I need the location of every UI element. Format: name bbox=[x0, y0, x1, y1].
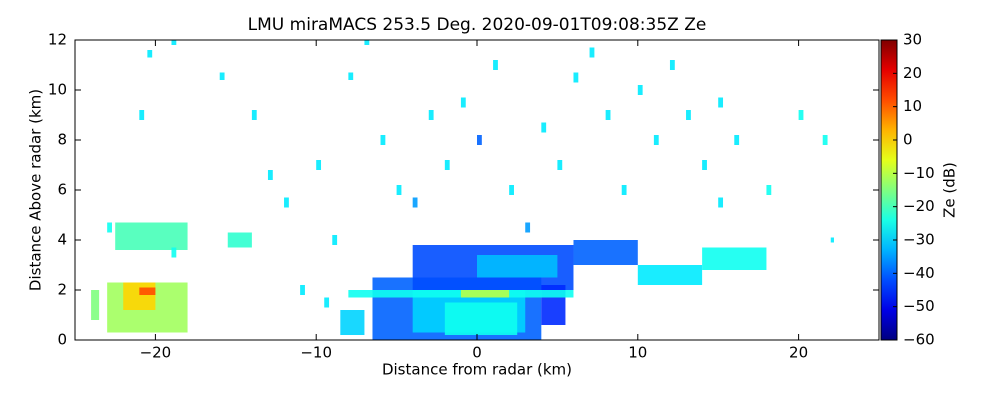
radar-cell bbox=[573, 240, 638, 265]
y-tick-label: 8 bbox=[57, 131, 67, 149]
colorbar-tick-label: 20 bbox=[903, 64, 922, 82]
radar-cell bbox=[669, 60, 675, 70]
y-tick-label: 0 bbox=[57, 331, 67, 349]
radar-cell bbox=[380, 135, 386, 145]
colorbar-tick-label: 10 bbox=[903, 97, 922, 115]
x-tick-label: −20 bbox=[140, 344, 172, 362]
colorbar-label: Ze (dB) bbox=[941, 162, 959, 218]
radar-cell bbox=[573, 72, 579, 83]
radar-cell bbox=[324, 297, 330, 308]
radar-cell bbox=[830, 237, 834, 243]
radar-cell bbox=[718, 97, 724, 108]
radar-cell bbox=[364, 40, 370, 45]
colorbar-tick-label: 0 bbox=[903, 131, 913, 149]
radar-cell bbox=[637, 265, 703, 285]
radar-cell bbox=[637, 85, 643, 95]
colorbar-tick-label: −30 bbox=[903, 231, 935, 249]
radar-cell bbox=[589, 47, 595, 58]
radar-cell bbox=[332, 235, 338, 245]
radar-cell bbox=[525, 222, 531, 233]
y-tick-label: 2 bbox=[57, 281, 67, 299]
x-tick-label: −10 bbox=[300, 344, 332, 362]
y-tick-label: 6 bbox=[57, 181, 67, 199]
radar-cell bbox=[267, 170, 273, 180]
radar-cell bbox=[653, 135, 659, 145]
radar-cell bbox=[557, 160, 563, 170]
radar-cell bbox=[702, 160, 707, 170]
radar-cell bbox=[348, 290, 574, 298]
chart-title: LMU miraMACS 253.5 Deg. 2020-09-01T09:08… bbox=[248, 15, 707, 35]
radar-cell bbox=[686, 110, 691, 120]
radar-cell bbox=[428, 110, 434, 120]
x-axis-label: Distance from radar (km) bbox=[382, 361, 572, 379]
radar-cell bbox=[460, 97, 466, 108]
radar-cell bbox=[300, 285, 305, 295]
radar-cell bbox=[139, 110, 145, 120]
colorbar-tick-label: 30 bbox=[903, 31, 922, 49]
radar-cell bbox=[477, 255, 558, 278]
radar-cell bbox=[171, 40, 177, 45]
colorbar-tick-label: −20 bbox=[903, 197, 935, 215]
x-tick-label: 0 bbox=[472, 344, 482, 362]
x-tick-label: 20 bbox=[789, 344, 808, 362]
radar-cell bbox=[541, 122, 547, 133]
colorbar-tick-label: −50 bbox=[903, 297, 935, 315]
radar-cell bbox=[396, 185, 402, 195]
radar-cell bbox=[348, 72, 354, 80]
radar-cell bbox=[147, 50, 153, 58]
y-tick-label: 12 bbox=[48, 31, 67, 49]
radar-cell bbox=[822, 135, 828, 145]
radar-cell bbox=[444, 302, 518, 335]
radar-cell bbox=[139, 287, 156, 295]
radar-cell bbox=[734, 135, 740, 145]
radar-cell bbox=[115, 222, 188, 250]
radar-cell bbox=[91, 290, 100, 320]
colorbar-tick-label: −60 bbox=[903, 331, 935, 349]
radar-cell bbox=[412, 197, 418, 208]
radar-cell bbox=[316, 160, 322, 170]
radar-cell bbox=[444, 160, 450, 170]
radar-cell bbox=[702, 247, 767, 270]
radar-cell bbox=[493, 60, 498, 70]
radar-cell bbox=[509, 185, 514, 195]
radar-cell bbox=[477, 135, 482, 145]
radar-cell bbox=[766, 185, 772, 195]
colorbar-tick-label: −40 bbox=[903, 264, 935, 282]
radar-cell bbox=[123, 282, 156, 310]
radar-cell bbox=[460, 290, 510, 298]
radar-cell bbox=[171, 247, 177, 258]
radar-cell bbox=[227, 232, 252, 248]
colorbar-tick-label: −10 bbox=[903, 164, 935, 182]
radar-cell bbox=[284, 197, 289, 208]
radar-cell bbox=[107, 222, 112, 233]
radar-cell bbox=[798, 110, 804, 120]
y-axis-label: Distance Above radar (km) bbox=[27, 89, 45, 291]
radar-cell bbox=[718, 197, 724, 208]
radar-cell bbox=[340, 310, 365, 335]
y-tick-label: 4 bbox=[57, 231, 67, 249]
radar-cell bbox=[219, 72, 225, 80]
radar-cell bbox=[621, 185, 627, 195]
radar-cell bbox=[605, 110, 611, 120]
y-tick-label: 10 bbox=[48, 81, 67, 99]
x-tick-label: 10 bbox=[628, 344, 647, 362]
colorbar bbox=[880, 39, 898, 341]
radar-cell bbox=[251, 110, 257, 120]
